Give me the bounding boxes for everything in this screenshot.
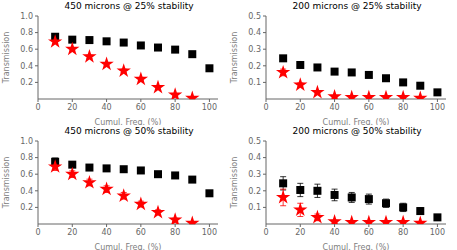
- svg-text:40: 40: [101, 228, 111, 237]
- svg-text:Cumul. Freq. (%): Cumul. Freq. (%): [95, 118, 162, 125]
- svg-text:0.1: 0.1: [248, 203, 261, 212]
- svg-text:40: 40: [329, 103, 339, 112]
- svg-text:0: 0: [263, 228, 268, 237]
- svg-text:80: 80: [398, 228, 408, 237]
- svg-text:80: 80: [170, 228, 180, 237]
- svg-text:0.2: 0.2: [248, 62, 261, 71]
- svg-text:0.5: 0.5: [248, 12, 261, 21]
- svg-text:0.3: 0.3: [248, 170, 261, 179]
- svg-text:100: 100: [430, 103, 445, 112]
- html-text:450 microns @ 25% stability: 450 microns @ 25% stability: [64, 1, 194, 11]
- svg-text:100: 100: [430, 228, 445, 237]
- svg-text:1.0: 1.0: [20, 137, 33, 146]
- svg-text:1.0: 1.0: [20, 12, 33, 21]
- svg-text:0: 0: [263, 103, 268, 112]
- svg-text:0.4: 0.4: [248, 153, 261, 162]
- svg-text:0.2: 0.2: [20, 203, 33, 212]
- svg-text:Cumul. Freq. (%): Cumul. Freq. (%): [323, 118, 390, 125]
- svg-text:Cumul. Freq. (%): Cumul. Freq. (%): [323, 243, 390, 250]
- svg-text:20: 20: [295, 103, 305, 112]
- svg-text:Transmission: Transmission: [230, 157, 239, 210]
- svg-text:0.3: 0.3: [248, 45, 261, 54]
- svg-text:0.2: 0.2: [248, 187, 261, 196]
- svg-text:40: 40: [101, 103, 111, 112]
- svg-text:Transmission: Transmission: [230, 32, 239, 85]
- svg-text:0.8: 0.8: [20, 28, 33, 37]
- svg-text:0.2: 0.2: [20, 78, 33, 87]
- svg-text:0.4: 0.4: [20, 187, 33, 196]
- html-text:450 microns @ 50% stability: 450 microns @ 50% stability: [64, 126, 194, 136]
- svg-text:100: 100: [202, 228, 217, 237]
- svg-text:80: 80: [170, 103, 180, 112]
- html-text:200 microns @ 25% stability: 200 microns @ 25% stability: [292, 1, 422, 11]
- svg-text:0.8: 0.8: [20, 153, 33, 162]
- svg-text:60: 60: [364, 228, 374, 237]
- svg-text:0: 0: [35, 228, 40, 237]
- svg-text:60: 60: [364, 103, 374, 112]
- svg-text:0.4: 0.4: [248, 28, 261, 37]
- svg-text:0.6: 0.6: [20, 170, 33, 179]
- svg-text:Transmission: Transmission: [8, 32, 11, 85]
- svg-text:0.1: 0.1: [248, 78, 261, 87]
- svg-text:60: 60: [136, 103, 146, 112]
- svg-text:60: 60: [136, 228, 146, 237]
- svg-text:0.4: 0.4: [20, 62, 33, 71]
- svg-text:20: 20: [67, 103, 77, 112]
- svg-text:80: 80: [398, 103, 408, 112]
- svg-text:100: 100: [202, 103, 217, 112]
- html-text:200 microns @ 50% stability: 200 microns @ 50% stability: [292, 126, 422, 136]
- svg-text:0.6: 0.6: [20, 45, 33, 54]
- svg-text:20: 20: [67, 228, 77, 237]
- svg-text:20: 20: [295, 228, 305, 237]
- svg-text:Transmission: Transmission: [8, 157, 11, 210]
- svg-text:0: 0: [35, 103, 40, 112]
- svg-text:40: 40: [329, 228, 339, 237]
- svg-text:Cumul. Freq. (%): Cumul. Freq. (%): [95, 243, 162, 250]
- svg-text:0.5: 0.5: [248, 137, 261, 146]
